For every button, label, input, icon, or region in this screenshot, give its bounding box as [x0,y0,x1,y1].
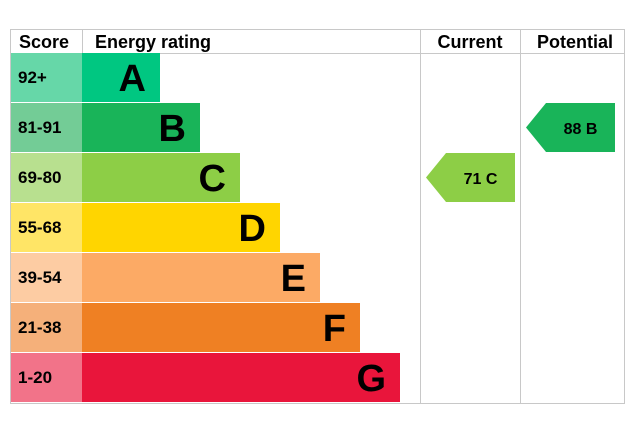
score-cell-a [11,53,82,102]
header-potential: Potential [537,32,613,52]
score-label-c: 69-80 [18,168,61,187]
band-letter-c: C [199,158,226,200]
band-letter-f: F [323,308,346,350]
score-label-g: 1-20 [18,368,52,387]
header-score: Score [19,32,69,52]
score-label-d: 55-68 [18,218,61,237]
band-letter-b: B [159,108,186,150]
band-letter-a: A [119,58,146,100]
band-bar-b [82,103,200,152]
band-letter-e: E [281,258,306,300]
band-bar-d [82,203,280,252]
band-bar-g [82,353,400,402]
band-bar-c [82,153,240,202]
score-label-f: 21-38 [18,318,61,337]
current-arrow [426,153,515,202]
chart-frame [10,29,625,404]
header-current: Current [437,32,502,52]
score-label-e: 39-54 [18,268,62,287]
band-letter-d: D [239,208,266,250]
score-cell-b [11,103,82,152]
score-label-b: 81-91 [18,118,61,137]
band-bar-f [82,303,360,352]
current-rating-label: 71 C [464,171,498,188]
rating-bands: 92+ A 81-91 B 69-80 C 55-68 D 39-54 E 21-38 F 1-20 G [11,53,400,402]
rating-markers: 71 C 88 B [426,103,615,202]
header-energy-rating: Energy rating [95,32,211,52]
score-cell-d [11,203,82,252]
band-bar-e [82,253,320,302]
band-letter-g: G [356,358,386,400]
score-cell-g [11,353,82,402]
potential-rating-label: 88 B [564,121,598,138]
potential-arrow [526,103,615,152]
band-bar-a [82,53,160,102]
score-cell-f [11,303,82,352]
score-cell-e [11,253,82,302]
score-label-a: 92+ [18,68,47,87]
score-cell-c [11,153,82,202]
